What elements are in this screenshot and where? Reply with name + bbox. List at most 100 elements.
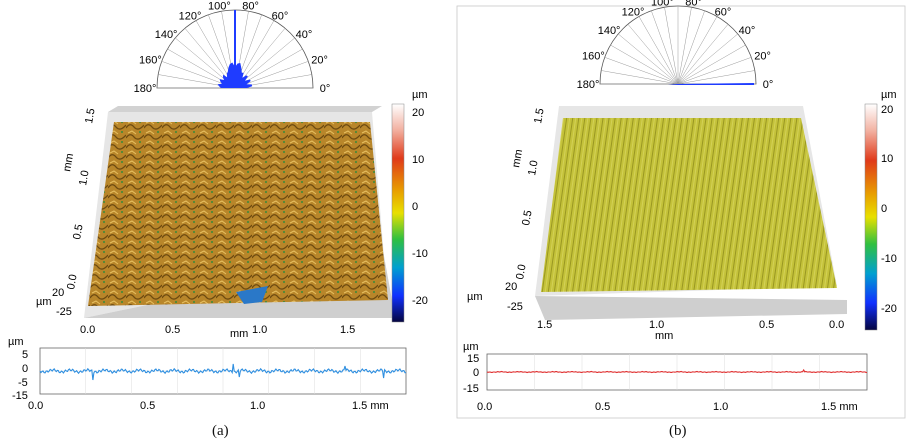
rose-angle-label: 60° xyxy=(715,6,732,18)
colorbar-tick: 20 xyxy=(881,104,893,116)
rose-angle-label: 0° xyxy=(320,83,331,95)
surface-x-tick: 1.5 xyxy=(340,324,355,336)
surface-x-unit: mm xyxy=(655,330,673,342)
surface-x-tick: 1.0 xyxy=(252,324,267,336)
profile-y-tick: 15 xyxy=(467,353,479,365)
profile-y-tick: 0 xyxy=(22,363,28,375)
rose-angle-label: 140° xyxy=(155,29,178,41)
surface-top-rim xyxy=(108,106,382,112)
colorbar-unit: µm xyxy=(412,89,428,101)
surface-y-tick: 0.0 xyxy=(514,263,528,280)
rose-angle-label: 40° xyxy=(296,29,313,41)
surface-z-tick: -25 xyxy=(56,306,72,318)
profile-plot-a: µm 5 0 -5 -15 0.0 0.5 1.0 1.5 mm xyxy=(8,336,407,412)
panel-caption: (a) xyxy=(212,423,229,439)
surface-x-unit: mm xyxy=(230,328,248,340)
rose-spoke xyxy=(677,44,746,85)
profile-line-a xyxy=(39,363,406,381)
surface-x-tick: 0.0 xyxy=(80,324,95,336)
profile-x-tick: 0.5 xyxy=(595,401,610,413)
rose-spoke xyxy=(677,57,752,85)
colorbar-tick: -20 xyxy=(881,303,897,315)
colorbar-tick: -10 xyxy=(881,253,897,265)
profile-y-tick: -15 xyxy=(12,390,28,402)
rose-angle-label: 120° xyxy=(179,10,202,22)
colorbar-tick: 10 xyxy=(881,153,893,165)
surface-x-tick: 0.0 xyxy=(829,319,844,331)
rose-spoke xyxy=(651,10,679,85)
rose-angle-label: 60° xyxy=(272,10,289,22)
rose-angle-label: 20° xyxy=(754,50,771,62)
rose-spoke xyxy=(601,70,679,85)
panel-a-svg: 180° 160° 140°120° 100° 80° 60° 40° 20° 0° mm 1.… xyxy=(8,0,428,412)
profile-x-tick: 1.0 xyxy=(713,401,728,413)
surface-z-tick: 20 xyxy=(52,287,64,299)
rose-spoke xyxy=(604,57,679,85)
rose-spoke xyxy=(677,70,755,85)
surface-base xyxy=(535,296,847,320)
panel-caption: (b) xyxy=(669,423,687,439)
profile-x-tick: 1.5 mm xyxy=(352,400,389,412)
profile-y-tick: -5 xyxy=(18,377,28,389)
rose-angle-label: 40° xyxy=(739,25,756,37)
rose-angle-label: 80° xyxy=(685,0,702,8)
rose-spoke xyxy=(677,24,729,85)
surface-x-tick: 1.0 xyxy=(649,319,664,331)
surface-z-tick: -25 xyxy=(507,301,523,313)
surface-z-unit: µm xyxy=(467,291,483,303)
surface-y-unit: mm xyxy=(61,152,76,172)
surface-y-tick: 1.0 xyxy=(77,169,91,186)
surface-y-tick: 1.5 xyxy=(83,107,97,124)
colorbar-tick: 20 xyxy=(412,107,424,119)
colorbar-gradient xyxy=(391,103,405,323)
rose-angle-label: 160° xyxy=(139,54,162,66)
rose-angle-labels: 180° 160° 140°120° 100° 80° 60° 40° 20° 0° xyxy=(577,0,774,91)
rose-diagram-a: 180° 160° 140°120° 100° 80° 60° 40° 20° 0° xyxy=(134,0,331,95)
profile-x-tick: 0.0 xyxy=(28,400,43,412)
rose-orientation-fill xyxy=(217,10,253,88)
rose-angle-label: 20° xyxy=(311,54,328,66)
colorbar-b: µm 20 10 0 -10 -20 xyxy=(864,89,897,331)
rose-angle-label: 180° xyxy=(134,83,157,95)
rose-angle-label: 100° xyxy=(208,0,231,12)
surface-y-tick: 1.0 xyxy=(526,159,540,176)
colorbar-tick: 0 xyxy=(881,203,887,215)
rose-angle-label: 160° xyxy=(582,50,605,62)
colorbar-tick: -20 xyxy=(412,295,428,307)
colorbar-tick: 10 xyxy=(412,154,424,166)
roughness-surface-a xyxy=(88,122,388,306)
colorbar-tick: -10 xyxy=(412,248,428,260)
roughness-surface-b xyxy=(541,118,837,292)
rose-spoke xyxy=(677,7,692,85)
rose-spoke xyxy=(677,33,738,85)
surface-y-unit: mm xyxy=(510,148,525,168)
profile-y-tick: 5 xyxy=(22,349,28,361)
profile-line-b xyxy=(486,368,867,374)
rose-angle-label: 80° xyxy=(242,0,259,12)
rose-angle-label: 0° xyxy=(763,79,774,91)
colorbar-gradient xyxy=(864,103,878,331)
profile-y-unit: µm xyxy=(463,341,479,353)
rose-angle-label: 120° xyxy=(622,6,645,18)
profile-y-tick: 0 xyxy=(473,367,479,379)
panel-a: 180° 160° 140° 120° 100° 80° 60° 40° 20° 0° mm 1.… xyxy=(0,0,455,442)
panel-b-svg: 180° 160° 140°120° 100° 80° 60° 40° 20° 0° mm 1.… xyxy=(456,0,906,419)
surface-y-tick: 0.0 xyxy=(65,273,79,290)
surface-plot-b: mm 1.5 1.0 0.5 0.0 20 µm -25 1.5 1.0 0.5… xyxy=(467,106,847,342)
colorbar-a: µm 20 10 0 -10 -20 xyxy=(391,89,428,323)
rose-angle-label: 100° xyxy=(651,0,674,8)
profile-x-tick: 1.5 mm xyxy=(821,401,858,413)
surface-y-tick: 0.5 xyxy=(71,223,85,240)
surface-y-tick: 1.5 xyxy=(532,107,546,124)
rose-angle-label: 140° xyxy=(598,25,621,37)
surface-x-tick: 0.5 xyxy=(165,324,180,336)
rose-spoke xyxy=(627,24,679,85)
rose-diagram-b: 180° 160° 140°120° 100° 80° 60° 40° 20° 0° xyxy=(577,0,774,91)
surface-z-tick: 20 xyxy=(505,281,517,293)
panel-b: 180° 160° 140° 120° 100° 80° 60° 40° 20° 0° mm 1.… xyxy=(455,0,909,442)
surface-z-unit: µm xyxy=(36,296,52,308)
rose-spoke xyxy=(664,7,679,85)
rose-spoke xyxy=(638,16,679,85)
profile-y-tick: -15 xyxy=(463,383,479,395)
